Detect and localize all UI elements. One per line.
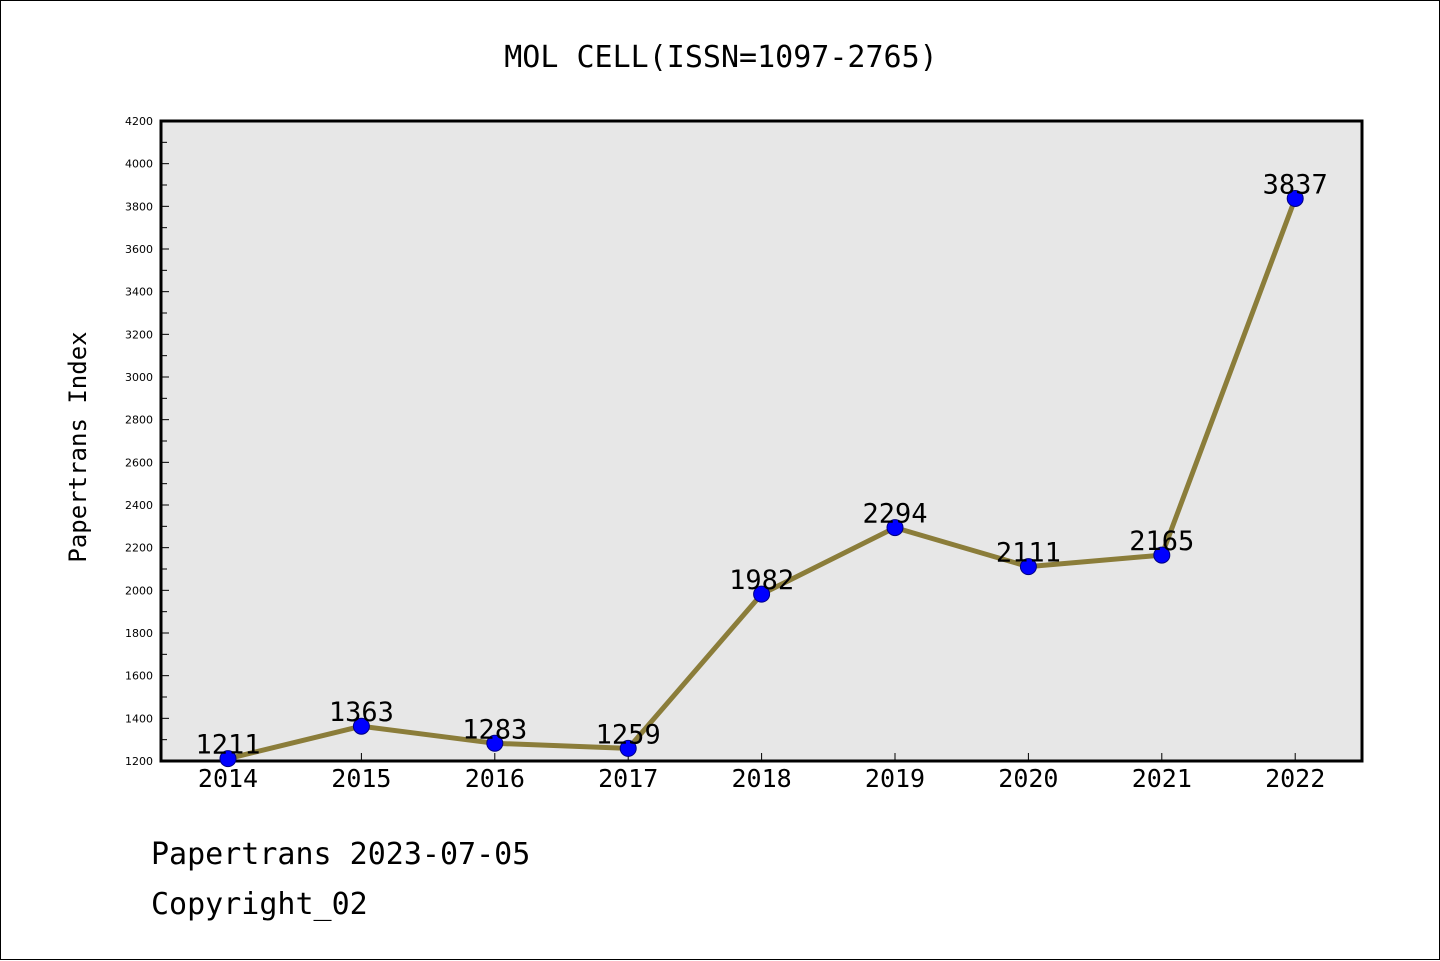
y-tick-label: 1800 <box>125 627 153 640</box>
x-tick-label: 2020 <box>998 764 1058 793</box>
x-tick-label: 2015 <box>331 764 391 793</box>
data-label: 1283 <box>462 714 527 745</box>
y-axis: 1200 1400 1600 1800 2000 2200 2400 2600 2800 3000… <box>125 115 169 768</box>
y-tick-label: 2600 <box>125 456 153 469</box>
x-tick-label: 2021 <box>1132 764 1192 793</box>
data-series <box>219 189 1304 768</box>
data-point-marker <box>753 585 771 603</box>
chart-title: MOL CELL(ISSN=1097-2765) <box>504 40 937 75</box>
y-tick-label: 1400 <box>125 712 153 725</box>
data-point-marker <box>619 739 637 757</box>
footer-copyright-text: Copyright_02 <box>151 887 368 922</box>
y-tick-label: 2400 <box>125 499 153 512</box>
y-axis-label: Papertrans Index <box>64 331 92 562</box>
data-label: 1211 <box>195 730 260 761</box>
plot-area <box>159 119 1364 763</box>
data-label: 1363 <box>329 697 394 728</box>
y-tick-label: 1200 <box>125 755 153 768</box>
data-point-marker <box>1153 546 1171 564</box>
y-tick-label: 3200 <box>125 328 153 341</box>
y-tick-label: 2200 <box>125 542 153 555</box>
data-label: 1982 <box>729 565 794 596</box>
y-tick-label: 4200 <box>125 115 153 128</box>
data-point-marker <box>1286 189 1304 207</box>
data-labels: 1211 1363 1283 1259 1982 2294 2111 2165 3837 <box>195 169 1327 760</box>
x-axis: 2014 2015 2016 2017 2018 2019 2020 2021 2022 <box>198 753 1325 793</box>
y-tick-label: 2000 <box>125 584 153 597</box>
x-tick-label: 2022 <box>1265 764 1325 793</box>
data-label: 2165 <box>1129 526 1194 557</box>
data-point-marker <box>1019 558 1037 576</box>
data-label: 2111 <box>996 538 1061 569</box>
data-point-marker <box>219 750 237 768</box>
y-tick-label: 3800 <box>125 200 153 213</box>
x-tick-label: 2017 <box>598 764 658 793</box>
y-tick-label: 3000 <box>125 371 153 384</box>
footer-date-text: Papertrans 2023-07-05 <box>151 837 531 872</box>
y-tick-label: 1600 <box>125 670 153 683</box>
x-tick-label: 2016 <box>465 764 525 793</box>
y-tick-label: 4000 <box>125 158 153 171</box>
y-tick-label: 3400 <box>125 286 153 299</box>
x-tick-label: 2018 <box>731 764 791 793</box>
data-point-marker <box>886 519 904 537</box>
x-tick-label: 2019 <box>865 764 925 793</box>
data-point-marker <box>352 717 370 735</box>
data-label: 2294 <box>862 499 927 530</box>
y-tick-label: 2800 <box>125 414 153 427</box>
data-label: 1259 <box>596 719 661 750</box>
data-point-marker <box>486 734 504 752</box>
x-tick-label: 2014 <box>198 764 258 793</box>
y-tick-label: 3600 <box>125 243 153 256</box>
data-label: 3837 <box>1263 169 1328 200</box>
